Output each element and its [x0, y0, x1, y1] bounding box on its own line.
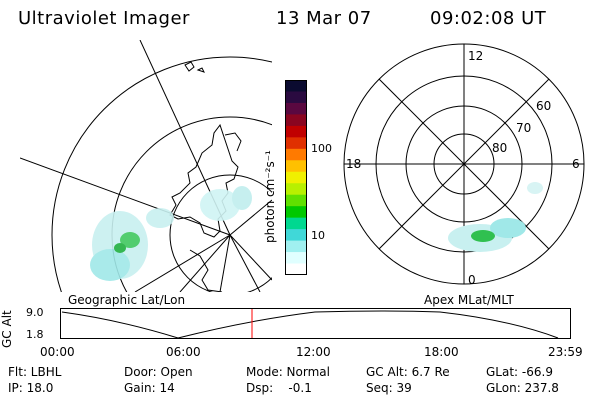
status-mode: Mode: Normal: [246, 365, 330, 379]
colorbar-band: [285, 80, 307, 92]
altitude-curve: [61, 310, 559, 339]
aurora-patch: [114, 243, 126, 253]
altitude-ytick-9: 9.0: [26, 306, 44, 319]
colorbar-band: [285, 252, 307, 265]
colorbar-band: [285, 137, 307, 150]
altitude-ylabel: GC Alt: [0, 310, 14, 348]
altitude-plot: [60, 308, 571, 339]
aurora-patch: [490, 218, 526, 238]
meridian: [219, 234, 231, 292]
coastline: [189, 249, 223, 292]
status-gcalt: GC Alt: 6.7 Re: [366, 365, 450, 379]
mlt-label-12: 12: [468, 49, 483, 63]
geo-panel-caption: Geographic Lat/Lon: [68, 293, 186, 307]
mlt-label-18: 18: [346, 157, 361, 171]
mlt-label-0: 0: [468, 273, 476, 287]
header-date: 13 Mar 07: [276, 8, 372, 29]
meridian: [229, 234, 261, 292]
meridian: [179, 234, 231, 292]
meridian: [134, 234, 231, 292]
apex-panel-caption: Apex MLat/MLT: [424, 293, 514, 307]
aurora-patch: [200, 189, 240, 221]
meridian: [229, 199, 272, 236]
status-gain: Gain: 14: [124, 381, 175, 395]
colorbar-tick-100: 100: [311, 142, 332, 155]
meridian: [229, 234, 272, 281]
colorbar-band: [285, 160, 307, 173]
mlat-label-70: 70: [516, 121, 531, 135]
geographic-map: [20, 40, 272, 292]
header-time: 09:02:08 UT: [430, 8, 547, 29]
colorbar-band: [285, 263, 307, 275]
colorbar-band: [285, 206, 307, 219]
status-glon: GLon: 237.8: [486, 381, 559, 395]
colorbar-band: [285, 229, 307, 242]
lat-circle: [169, 174, 272, 292]
colorbar-unit-label: photon cm⁻²s⁻¹: [263, 150, 277, 243]
altitude-xtick-1200: 12:00: [296, 345, 331, 359]
altitude-plot-frame: [60, 308, 571, 339]
aurora-patch: [471, 230, 495, 242]
colorbar-band: [285, 194, 307, 207]
status-ip: IP: 18.0: [8, 381, 54, 395]
status-flt: Flt: LBHL: [8, 365, 62, 379]
aurora-patch: [527, 182, 543, 194]
apex-polar-plot: 12 6 0 18 60 70 80: [343, 43, 585, 287]
lat-circle: [51, 56, 272, 292]
altitude-xtick-0000: 00:00: [40, 345, 75, 359]
status-glat: GLat: -66.9: [486, 365, 553, 379]
colorbar-frame: [285, 80, 307, 275]
mlt-label-6: 6: [572, 157, 580, 171]
colorbar-band: [285, 183, 307, 196]
status-dsp: Dsp: -0.1: [246, 381, 312, 395]
colorbar-band: [285, 240, 307, 253]
altitude-xtick-1800: 18:00: [424, 345, 459, 359]
altitude-ytick-1.8: 1.8: [26, 328, 44, 341]
colorbar-band: [285, 171, 307, 184]
aurora-patch: [120, 232, 140, 248]
altitude-xtick-0600: 06:00: [166, 345, 201, 359]
coastline: [224, 132, 242, 152]
aurora-patch: [90, 249, 130, 281]
aurora-patch: [232, 186, 252, 210]
colorbar-band: [285, 102, 307, 115]
colorbar-band: [285, 217, 307, 230]
colorbar-band: [285, 91, 307, 104]
altitude-xtick-2359: 23:59: [548, 345, 583, 359]
coastline: [169, 123, 239, 238]
colorbar: [285, 80, 307, 275]
status-seq: Seq: 39: [366, 381, 412, 395]
meridian: [20, 157, 231, 236]
colorbar-band: [285, 125, 307, 138]
colorbar-tick-10: 10: [311, 229, 325, 242]
polar-axis: [378, 78, 550, 250]
mlat-label-60: 60: [536, 99, 551, 113]
colorbar-band: [285, 114, 307, 127]
status-door: Door: Open: [124, 365, 193, 379]
coastline: [184, 61, 205, 73]
aurora-patch: [146, 208, 174, 228]
mlat-label-80: 80: [492, 141, 507, 155]
app-title: Ultraviolet Imager: [18, 8, 190, 29]
colorbar-band: [285, 148, 307, 161]
